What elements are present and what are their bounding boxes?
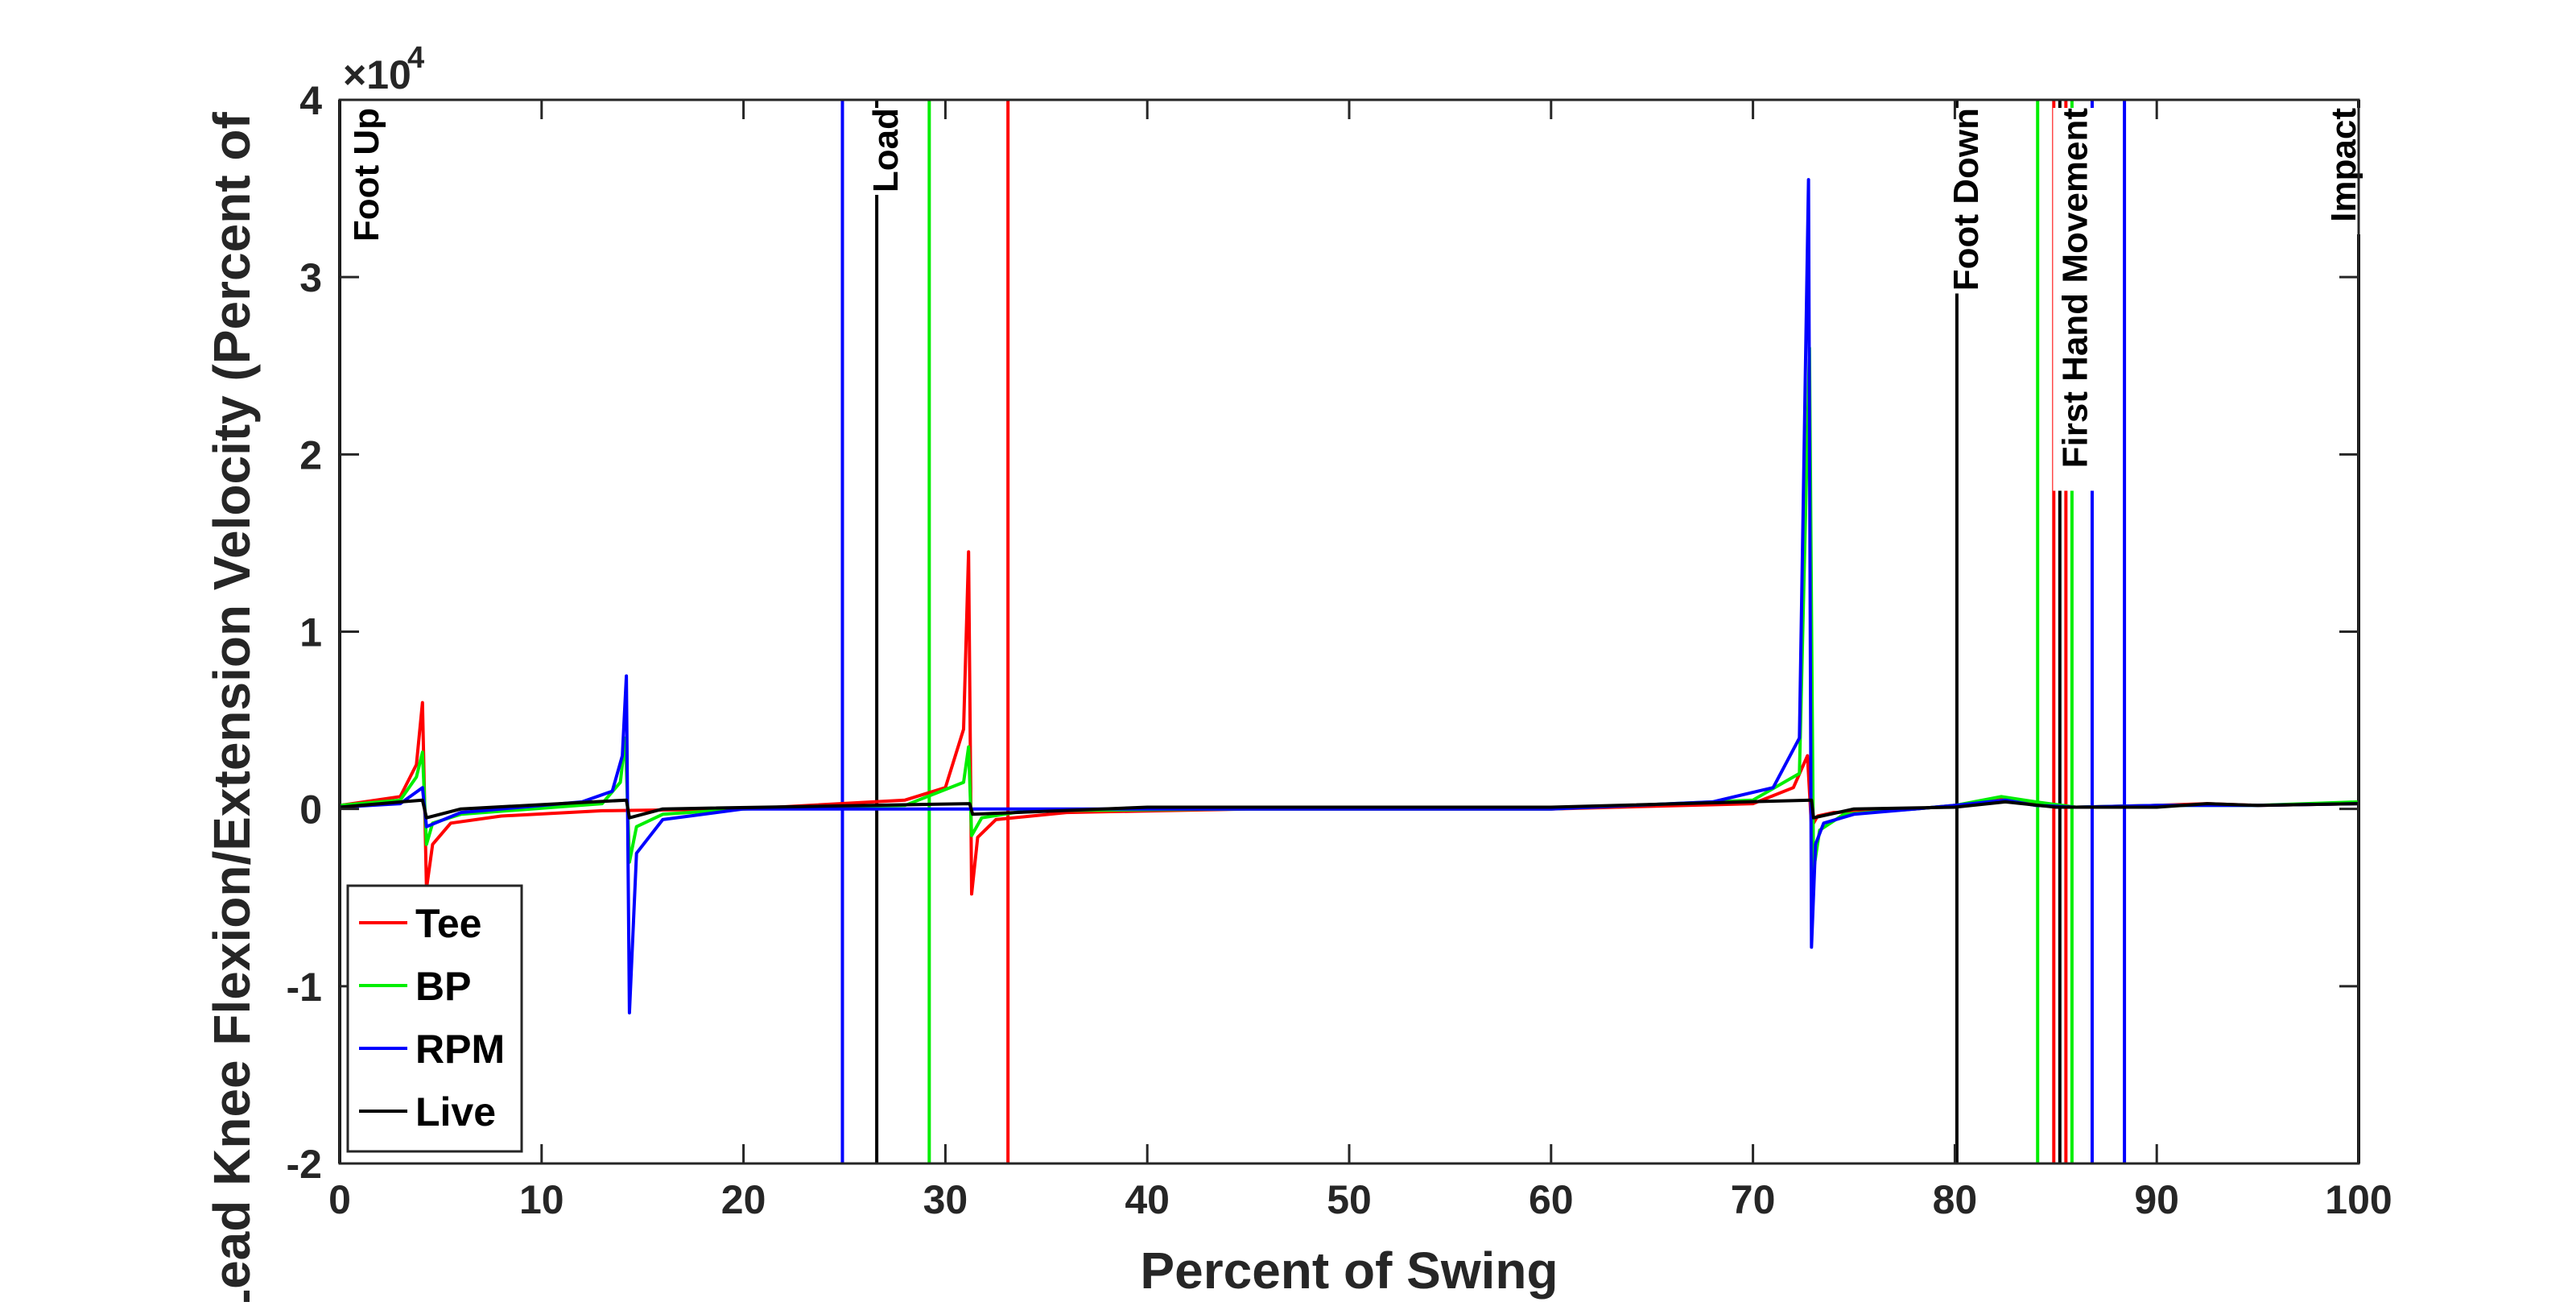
- legend-label-bp: BP: [415, 964, 471, 1009]
- legend: Tee BP RPM Live: [346, 884, 523, 1153]
- event-label-bg-first-hand-movement: [2053, 108, 2095, 491]
- y-tick-label-0: 0: [299, 787, 322, 833]
- x-axis-title: Percent of Swing: [1140, 1242, 1558, 1300]
- event-label-group-foot-down: Foot Down: [1943, 108, 1986, 294]
- legend-box: [346, 884, 523, 1153]
- y-tick-label-4: 4: [299, 78, 322, 123]
- y-tick-label--1: -1: [287, 965, 322, 1010]
- y-scale-exponent: 4: [407, 41, 424, 75]
- x-tick-label-10: 10: [519, 1177, 564, 1222]
- series-lines: [339, 178, 2359, 1015]
- event-label-foot-up: Foot Up: [347, 108, 386, 242]
- event-label-foot-down: Foot Down: [1946, 108, 1986, 291]
- x-tick-label-70: 70: [1731, 1177, 1776, 1222]
- y-tick-label--2: -2: [287, 1142, 322, 1187]
- legend-label-rpm: RPM: [415, 1027, 505, 1072]
- event-label-bg-impact: [2322, 108, 2363, 234]
- x-tick-label-80: 80: [1933, 1177, 1978, 1222]
- event-label-impact: Impact: [2324, 108, 2363, 222]
- event-label-bg-foot-up: [345, 108, 386, 254]
- event-label-group-first-hand-movement: First Hand Movement: [2053, 108, 2095, 491]
- event-label-bg-foot-down: [1943, 108, 1986, 294]
- axes: 0 10 20 30 40 50 60 70 80 90 100-2-101234×104Perce…: [203, 41, 2392, 1306]
- legend-label-live: Live: [415, 1089, 496, 1134]
- y-tick-label-1: 1: [299, 610, 322, 655]
- event-label-bg-load: [864, 108, 906, 195]
- event-label-group-load: Load: [864, 108, 906, 195]
- series-line-rpm: [339, 178, 2359, 1015]
- x-tick-label-90: 90: [2134, 1177, 2179, 1222]
- y-tick-label-2: 2: [299, 432, 322, 477]
- x-tick-label-0: 0: [328, 1177, 351, 1222]
- y-tick-label-3: 3: [299, 255, 322, 300]
- x-tick-label-100: 100: [2325, 1177, 2392, 1222]
- event-label-first-hand-movement: First Hand Movement: [2055, 108, 2095, 469]
- x-tick-label-60: 60: [1529, 1177, 1574, 1222]
- x-tick-label-30: 30: [923, 1177, 968, 1222]
- event-label-load: Load: [866, 108, 906, 192]
- x-tick-label-20: 20: [721, 1177, 766, 1222]
- series-line-live: [339, 798, 2359, 820]
- event-labels: Foot Up Load Foot Down First Hand Movement I…: [345, 108, 2363, 491]
- legend-label-tee: Tee: [415, 901, 481, 946]
- event-label-group-impact: Impact: [2322, 108, 2363, 234]
- x-tick-label-50: 50: [1327, 1177, 1372, 1222]
- y-axis-title: Lead Knee Flexion/Extension Velocity (Pe…: [203, 111, 261, 1302]
- y-scale-multiplier: ×10: [343, 52, 411, 97]
- event-label-group-foot-up: Foot Up: [345, 108, 386, 254]
- x-tick-label-40: 40: [1125, 1177, 1170, 1222]
- series-line-tee: [339, 550, 2359, 896]
